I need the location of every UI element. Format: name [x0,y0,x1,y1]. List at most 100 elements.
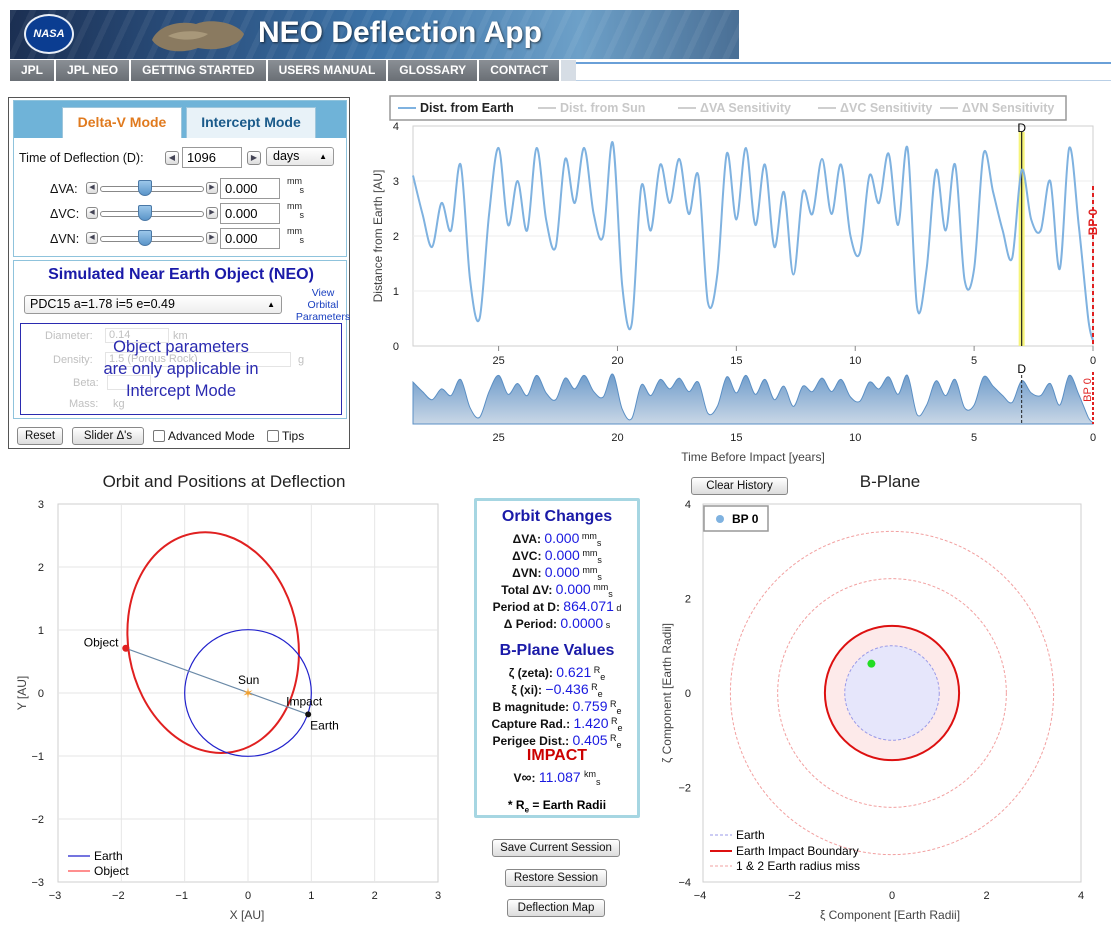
bplane-xtick-label: −4 [694,890,707,902]
deflection-time-label: Time of Deflection (D): [19,151,144,165]
reset-button[interactable]: Reset [17,427,63,445]
tab-delta-v-mode[interactable]: Delta-V Mode [62,107,182,138]
xtick-label: 20 [611,355,623,367]
bplane-title: B-Plane [860,472,920,491]
deflection-increment-button[interactable]: ▶ [247,151,261,165]
neo-box: Simulated Near Earth Object (NEO) PDC15 … [13,260,350,419]
dva-decrement-button[interactable]: ◀ [86,182,98,194]
dvn-unit: mm s [287,226,305,245]
legend-earth-label: Earth [94,849,123,863]
view-orbital-parameters-link[interactable]: View Orbital Parameters [295,287,351,323]
neo-select-value: PDC15 a=1.78 i=5 e=0.49 [30,297,175,311]
nav-item-jpl-neo[interactable]: JPL NEO [56,60,132,81]
bplane-plot: B-Plane −4−4 −2 −2 0 0 2 2 4 4 BP 0 Earth Earth … [660,472,1084,922]
nav-rule-lower [576,80,1111,81]
earth-label: Earth [310,718,339,732]
bplane-value-row: ξ (xi): −0.436 Re [511,681,603,699]
dvn-increment-button[interactable]: ▶ [206,232,218,244]
orbit-changes-panel: Orbit Changes B-Plane Values IMPACT V∞: … [474,498,640,818]
dvc-input[interactable] [220,203,280,224]
save-session-button[interactable]: Save Current Session [492,839,620,857]
deflection-map-button[interactable]: Deflection Map [507,899,605,917]
overview-xtick-label: 10 [849,432,861,444]
orbit-plot: Orbit and Positions at Deflection −3 −3 −2… [15,472,441,922]
dva-label: ΔVA: [50,182,78,196]
diameter-unit: km [173,330,188,342]
tab-strip: Delta-V Mode Intercept Mode [14,101,346,138]
orbit-ytick-label: −3 [31,877,44,889]
dva-slider-thumb[interactable] [138,180,152,196]
orbit-ylabel: Y [AU] [15,676,29,710]
overview-bp0-label: BP 0 [1082,378,1094,402]
legend-item-3: ΔVC Sensitivity [840,101,932,115]
dva-input[interactable] [220,178,280,199]
bplane-values-title: B-Plane Values [499,642,615,659]
dvc-slider-track[interactable] [100,211,204,217]
deflection-time-input[interactable] [182,147,242,168]
overview-area[interactable] [412,373,1094,425]
overview-xtick-label: 0 [1090,432,1096,444]
overview-xtick-label: 20 [611,432,623,444]
mass-unit: kg [113,398,125,410]
nav-item-contact[interactable]: CONTACT [479,60,561,81]
bplane-value-row: Perigee Dist.: 0.405 Re [492,732,622,750]
nav-item-users-manual[interactable]: USERS MANUAL [267,60,389,81]
timeline-chart: Dist. from Earth Dist. from Sun ΔVA Sensit… [371,95,1100,464]
bplane-ytick-label: 4 [685,499,691,511]
object-params-note: Object parameters are only applicable in I… [103,338,259,400]
legend-object-label: Object [94,864,129,878]
slider-deltas-button[interactable]: Slider Δ's [72,427,144,445]
orbit-change-row: ΔVA: 0.000 mms [512,530,602,548]
earth-orbit-circle [184,629,312,757]
deflection-unit-select[interactable]: days ▲ [266,147,334,166]
dvn-input[interactable] [220,228,280,249]
neo-select[interactable]: PDC15 a=1.78 i=5 e=0.49 ▲ [24,295,282,314]
bplane-point-legend [703,505,769,532]
nav-item-getting-started[interactable]: GETTING STARTED [131,60,268,81]
advanced-mode-checkbox[interactable] [153,430,165,442]
bp0-legend-label: BP 0 [732,512,759,526]
dva-slider-track[interactable] [100,186,204,192]
orbit-xtick-label: 2 [372,890,378,902]
bplane-xtick-label: 0 [889,890,895,902]
tab-intercept-mode[interactable]: Intercept Mode [186,107,316,138]
object-position-marker [122,644,130,652]
orbit-xlabel: X [AU] [230,908,265,922]
nav-item-glossary[interactable]: GLOSSARY [388,60,480,81]
overview-xtick-label: 5 [971,432,977,444]
xtick-label: 25 [492,355,504,367]
bplane-xlabel: ξ Component [Earth Radii] [820,908,960,922]
overview-xtick-label: 15 [730,432,742,444]
bp0-point[interactable] [867,659,876,668]
deflection-decrement-button[interactable]: ◀ [165,151,179,165]
orbit-xtick-label: 3 [435,890,441,902]
dvc-slider-thumb[interactable] [138,205,152,221]
orbit-change-row: Period at D: 864.071 d [492,598,622,614]
orbit-change-row: Total ΔV: 0.000 mms [501,581,613,599]
bplane-xtick-label: 2 [983,890,989,902]
nav-bar: JPL JPL NEO GETTING STARTED USERS MANUAL… [10,60,576,81]
impact-status: IMPACT [526,747,588,764]
xtick-label: 15 [730,355,742,367]
vinf-row: V∞: 11.087 kms [513,769,601,787]
restore-session-button[interactable]: Restore Session [505,869,607,887]
orbit-ytick-label: 0 [38,688,44,700]
dvc-increment-button[interactable]: ▶ [206,207,218,219]
dva-increment-button[interactable]: ▶ [206,182,218,194]
dva-unit: mm s [287,176,305,195]
sun-label: Sun [238,673,259,687]
dvn-slider-track[interactable] [100,236,204,242]
orbit-xtick-label: 1 [308,890,314,902]
dvn-decrement-button[interactable]: ◀ [86,232,98,244]
ytick-label: 1 [393,286,399,298]
nav-item-jpl[interactable]: JPL [10,60,57,81]
dvn-slider-thumb[interactable] [138,230,152,246]
overview-deflection-label: D [1017,362,1026,376]
neo-title: Simulated Near Earth Object (NEO) [48,266,314,283]
clear-history-button[interactable]: Clear History [691,477,788,495]
tips-label: Tips [282,429,305,443]
tips-checkbox[interactable] [267,430,279,442]
nasa-logo[interactable]: NASA [24,14,74,54]
dvc-decrement-button[interactable]: ◀ [86,207,98,219]
legend-item-4: ΔVN Sensitivity [962,101,1054,115]
